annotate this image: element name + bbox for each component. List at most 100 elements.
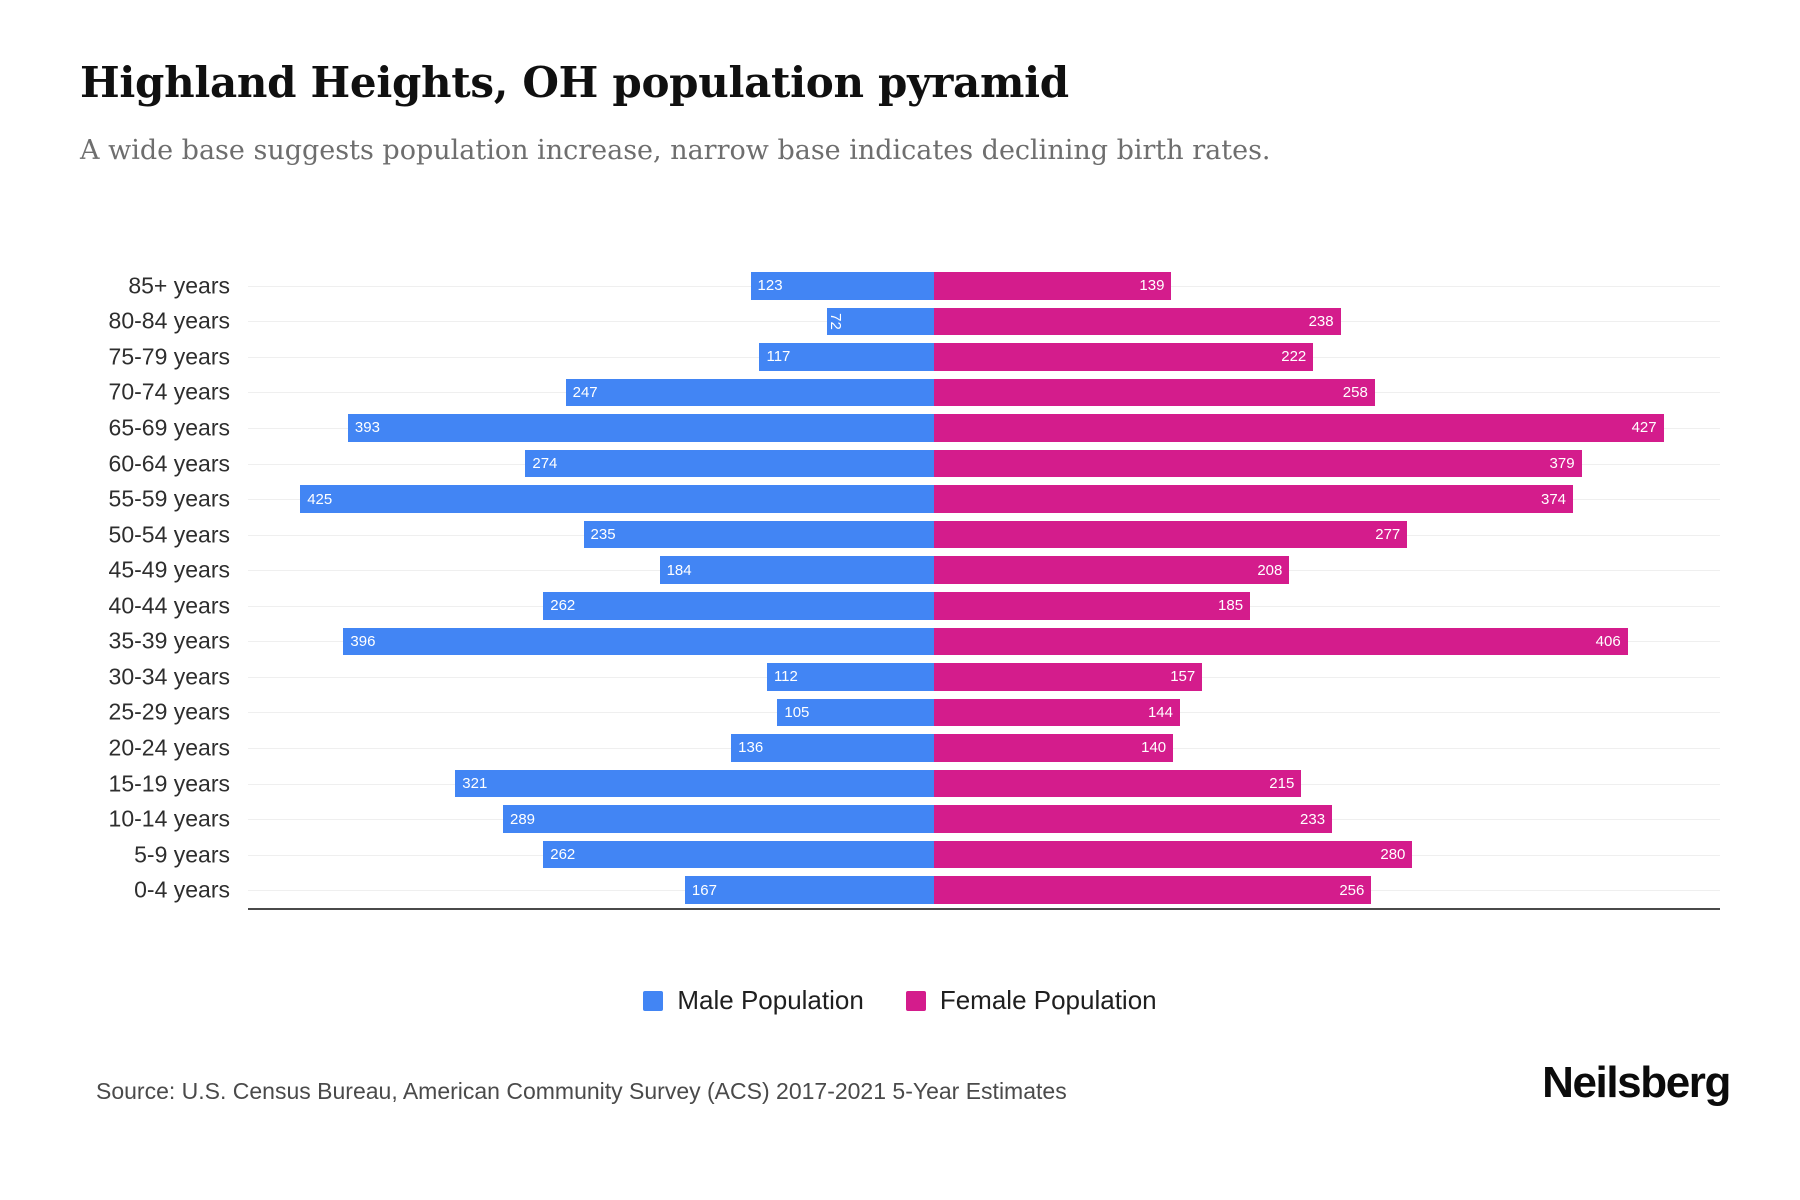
bar-male[interactable]: 274 xyxy=(525,449,934,478)
y-axis-label: 40-44 years xyxy=(108,592,230,619)
bar-male[interactable]: 105 xyxy=(777,698,934,727)
bar-male[interactable]: 262 xyxy=(543,592,934,620)
y-axis-label: 20-24 years xyxy=(108,734,230,761)
bar-female[interactable]: 233 xyxy=(933,805,1333,833)
bar-value-male: 112 xyxy=(773,668,798,686)
bar-male[interactable]: 123 xyxy=(750,272,934,300)
bar-value-female: 215 xyxy=(1269,775,1295,793)
chart-row: 15-19 years 321 215 xyxy=(80,766,1720,802)
bar-female[interactable]: 258 xyxy=(933,378,1375,407)
bar-male[interactable]: 72 xyxy=(826,307,934,336)
y-axis-label: 25-29 years xyxy=(108,698,230,725)
bar-value-male: 396 xyxy=(350,632,376,650)
bar-group: 396 406 xyxy=(248,624,1720,660)
bar-value-male: 425 xyxy=(307,490,333,508)
bar-value-male: 274 xyxy=(532,455,558,473)
neilsberg-logo: Neilsberg xyxy=(1542,1058,1731,1107)
bar-female[interactable]: 222 xyxy=(933,343,1314,371)
bar-value-male: 105 xyxy=(784,703,810,721)
y-axis-label: 35-39 years xyxy=(108,627,230,654)
page-subtitle: A wide base suggests population increase… xyxy=(80,135,1271,166)
chart-row: 85+ years 123 139 xyxy=(80,268,1720,304)
bar-female[interactable]: 406 xyxy=(933,627,1628,656)
chart-row: 45-49 years 184 208 xyxy=(80,552,1720,588)
chart-row: 20-24 years 136 140 xyxy=(80,730,1720,766)
y-axis-label: 80-84 years xyxy=(108,307,230,334)
bar-value-male: 123 xyxy=(757,277,783,295)
y-axis-label: 60-64 years xyxy=(108,450,230,477)
bar-male[interactable]: 247 xyxy=(565,378,934,407)
bar-group: 136 140 xyxy=(248,730,1720,766)
bar-male[interactable]: 136 xyxy=(731,734,934,762)
y-axis-label: 45-49 years xyxy=(108,556,230,583)
bar-group: 274 379 xyxy=(248,446,1720,482)
legend-label: Female Population xyxy=(939,985,1157,1015)
bar-value-male: 235 xyxy=(590,526,616,544)
y-axis-label: 70-74 years xyxy=(108,378,230,405)
x-axis-line xyxy=(248,908,1720,910)
bar-male[interactable]: 235 xyxy=(583,520,934,549)
chart-row: 75-79 years 117 222 xyxy=(80,339,1720,375)
legend-item[interactable]: Male Population xyxy=(643,985,864,1016)
bar-value-male: 136 xyxy=(738,739,764,757)
legend-item[interactable]: Female Population xyxy=(905,985,1157,1016)
chart-row: 25-29 years 105 144 xyxy=(80,695,1720,731)
bar-value-male: 117 xyxy=(766,348,791,366)
legend-label: Male Population xyxy=(677,985,864,1015)
y-axis-label: 10-14 years xyxy=(108,805,230,832)
bar-female[interactable]: 140 xyxy=(933,734,1174,762)
bar-value-female: 222 xyxy=(1281,348,1307,366)
bar-female[interactable]: 277 xyxy=(933,520,1408,549)
bar-female[interactable]: 144 xyxy=(933,698,1180,727)
bar-female[interactable]: 379 xyxy=(933,449,1582,478)
bar-male[interactable]: 167 xyxy=(684,876,934,904)
bar-value-male: 72 xyxy=(826,312,844,330)
bar-female[interactable]: 139 xyxy=(933,272,1172,300)
chart-row: 55-59 years 425 374 xyxy=(80,481,1720,517)
y-axis-label: 65-69 years xyxy=(108,414,230,441)
bar-male[interactable]: 321 xyxy=(455,769,934,798)
bar-male[interactable]: 396 xyxy=(343,627,934,656)
bar-male[interactable]: 184 xyxy=(659,556,934,584)
bar-value-female: 139 xyxy=(1139,277,1165,295)
chart-row: 70-74 years 247 258 xyxy=(80,375,1720,411)
chart-plot-area: 85+ years 123 139 80-84 years 72 238 75-79 yea… xyxy=(80,268,1720,910)
chart-row: 10-14 years 289 233 xyxy=(80,801,1720,837)
y-axis-label: 15-19 years xyxy=(108,770,230,797)
bar-male[interactable]: 262 xyxy=(543,840,934,869)
y-axis-label: 50-54 years xyxy=(108,521,230,548)
bar-value-male: 393 xyxy=(354,419,380,437)
bar-group: 262 185 xyxy=(248,588,1720,624)
chart-row: 60-64 years 274 379 xyxy=(80,446,1720,482)
bar-value-female: 379 xyxy=(1549,455,1575,473)
bar-value-female: 208 xyxy=(1257,561,1283,579)
bar-female[interactable]: 427 xyxy=(933,414,1664,442)
bar-value-female: 185 xyxy=(1218,597,1244,615)
bar-female[interactable]: 208 xyxy=(933,556,1290,584)
chart-row: 50-54 years 235 277 xyxy=(80,517,1720,553)
bar-value-male: 321 xyxy=(462,775,488,793)
page-title: Highland Heights, OH population pyramid xyxy=(80,58,1069,107)
y-axis-label: 85+ years xyxy=(128,272,230,299)
bar-value-female: 144 xyxy=(1147,703,1173,721)
bar-group: 262 280 xyxy=(248,837,1720,873)
chart-row: 65-69 years 393 427 xyxy=(80,410,1720,446)
bar-female[interactable]: 157 xyxy=(933,663,1203,691)
bar-female[interactable]: 256 xyxy=(933,876,1372,904)
bar-male[interactable]: 112 xyxy=(766,663,934,691)
chart-row: 35-39 years 396 406 xyxy=(80,624,1720,660)
bar-male[interactable]: 393 xyxy=(347,414,934,442)
bar-male[interactable]: 117 xyxy=(759,343,934,371)
bar-value-male: 262 xyxy=(550,597,576,615)
bar-male[interactable]: 425 xyxy=(300,485,934,513)
bar-female[interactable]: 238 xyxy=(933,307,1341,336)
chart-row: 0-4 years 167 256 xyxy=(80,872,1720,908)
bar-value-female: 157 xyxy=(1170,668,1196,686)
bar-female[interactable]: 374 xyxy=(933,485,1574,513)
bar-value-female: 140 xyxy=(1141,739,1167,757)
bar-value-female: 233 xyxy=(1300,810,1326,828)
bar-female[interactable]: 185 xyxy=(933,592,1251,620)
bar-female[interactable]: 215 xyxy=(933,769,1302,798)
bar-male[interactable]: 289 xyxy=(502,805,934,833)
bar-female[interactable]: 280 xyxy=(933,840,1413,869)
